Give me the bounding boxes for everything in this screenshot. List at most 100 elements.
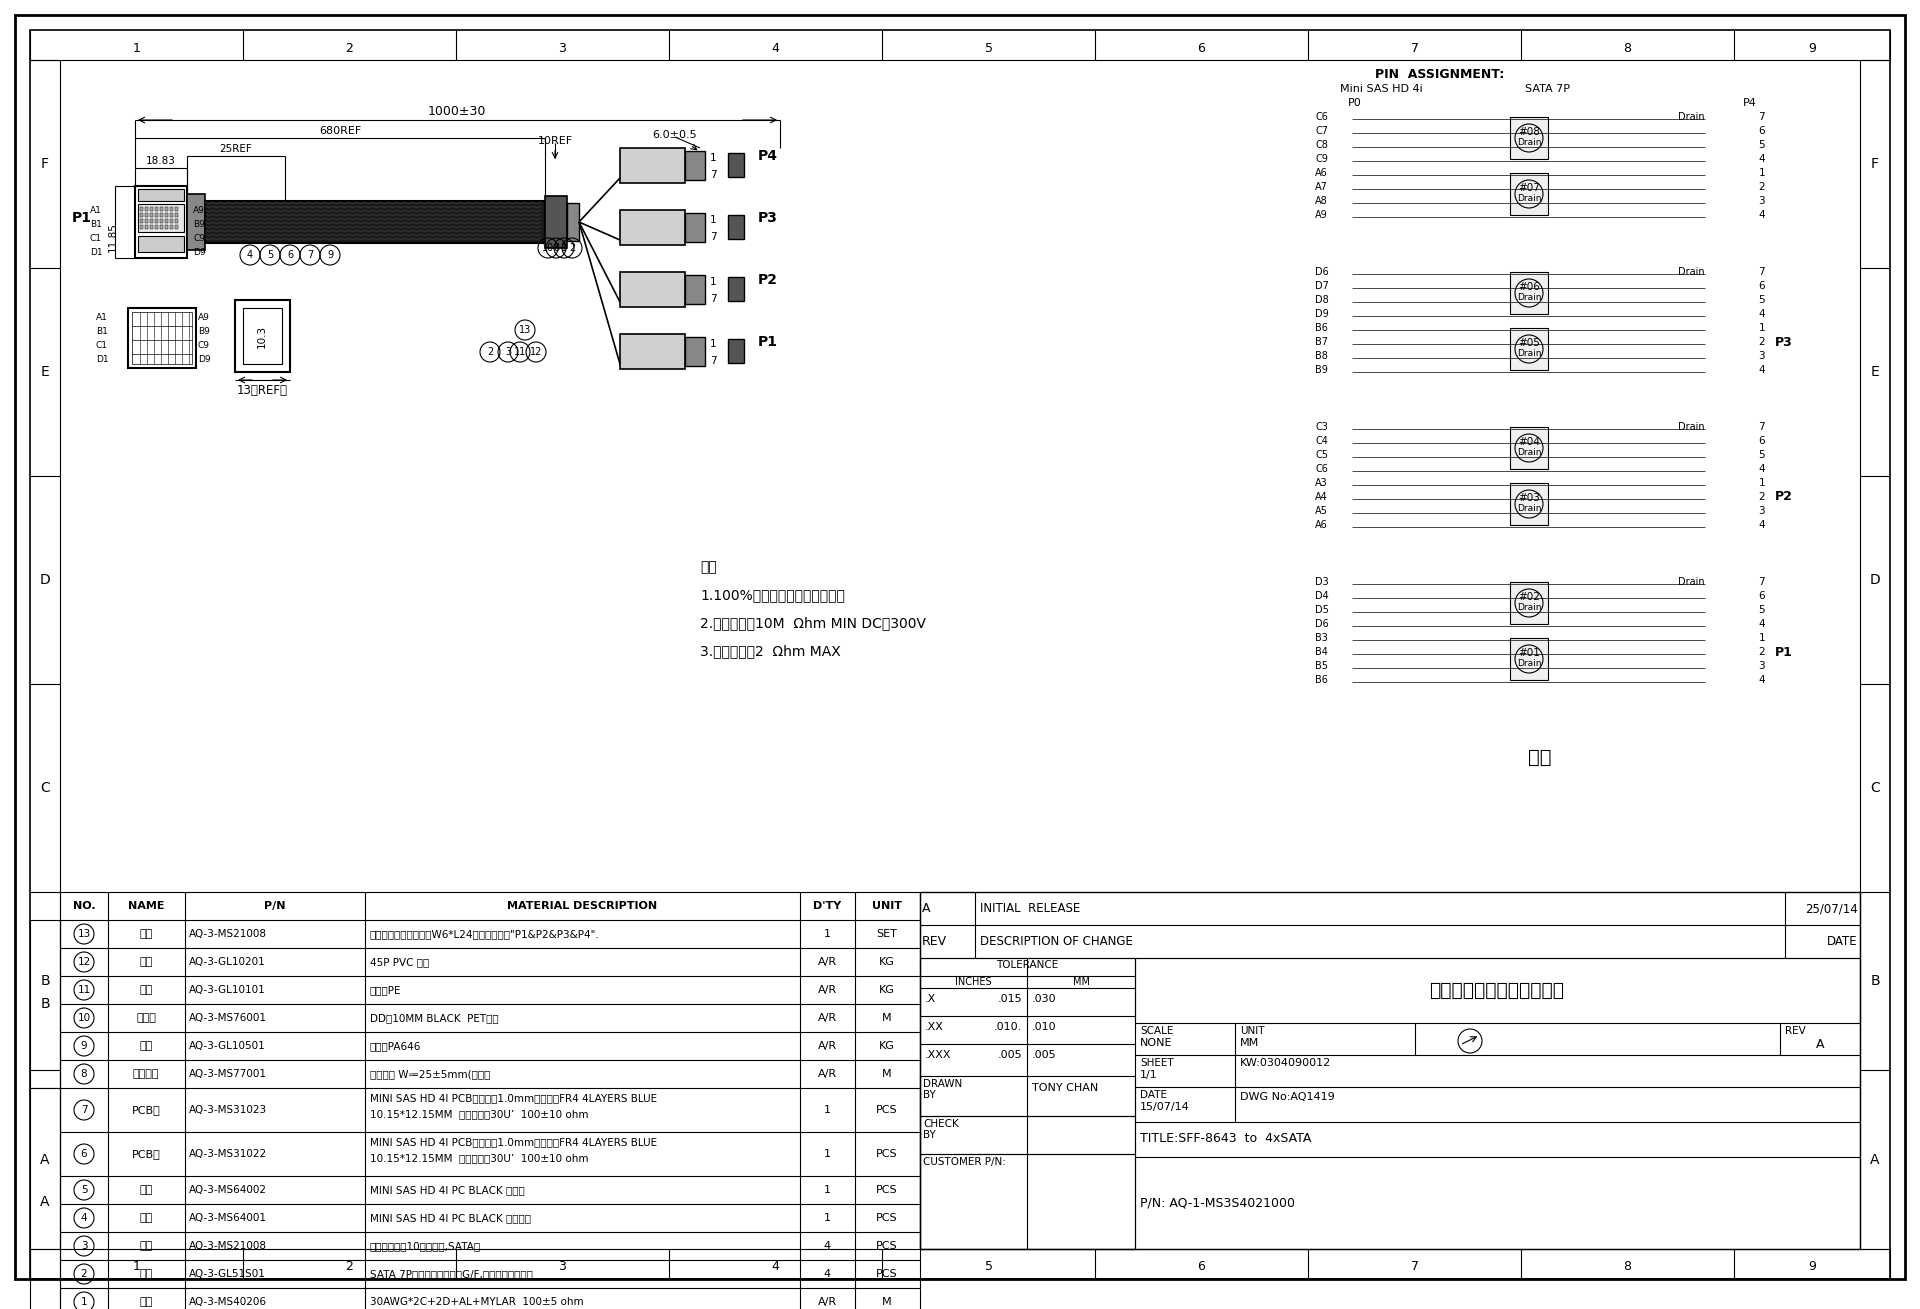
Bar [31,920,60,1088]
Text: 6: 6 [1198,1259,1206,1272]
Text: 7: 7 [1759,113,1764,122]
Text: UNIT: UNIT [872,901,902,911]
Text: 4: 4 [1759,209,1764,220]
Text: #06: #06 [1519,281,1540,292]
Text: 13〈REF〉: 13〈REF〉 [236,384,288,397]
Bar [175,207,179,211]
Text: 内模: 内模 [140,1041,152,1051]
Text: 10.15*12.15MM  金手指镶金30U’  100±10 ohm: 10.15*12.15MM 金手指镶金30U’ 100±10 ohm [371,1109,589,1119]
Text: D6: D6 [1315,267,1329,278]
Text: D1: D1 [96,356,109,364]
Text: AQ-3-MS31023: AQ-3-MS31023 [188,1105,267,1115]
Text: D1: D1 [90,247,102,257]
Text: 2: 2 [488,347,493,357]
Text: CUSTOMER P/N:: CUSTOMER P/N: [924,1157,1006,1168]
Bar [728,278,745,301]
Text: 1: 1 [710,153,716,164]
Text: 弹片: 弹片 [140,1241,152,1251]
Text: 3: 3 [505,347,511,357]
Text: 4: 4 [1759,675,1764,685]
Text: 5: 5 [985,1259,993,1272]
Text: C1: C1 [96,342,108,351]
Text: A/R: A/R [818,1013,837,1024]
Text: .X: .X [925,994,937,1004]
Text: MINI SAS HD 4I PC BLACK 本体外壳: MINI SAS HD 4I PC BLACK 本体外壳 [371,1213,532,1223]
Text: AQ-3-GL10101: AQ-3-GL10101 [188,984,265,995]
Bar [1135,958,1860,1024]
Text: 10REF: 10REF [538,136,572,147]
Text: 3: 3 [1759,661,1764,672]
Text: PCS: PCS [876,1268,899,1279]
Text: DD：10MM BLACK  PET材质: DD：10MM BLACK PET材质 [371,1013,499,1024]
Text: P3: P3 [1774,335,1793,348]
Text: KG: KG [879,957,895,967]
Text: M: M [881,1013,891,1024]
Text: 内模: 内模 [140,984,152,995]
Text: PCS: PCS [876,1241,899,1251]
Text: UNIT: UNIT [1240,1026,1265,1035]
Text: B1: B1 [96,327,108,336]
Text: 7: 7 [710,170,716,181]
Bar [140,225,142,229]
Text: 醒酸胶布: 醒酸胶布 [132,1069,159,1079]
Text: TITLE:SFF-8643  to  4xSATA: TITLE:SFF-8643 to 4xSATA [1140,1132,1311,1145]
Text: 1: 1 [710,339,716,350]
Text: SATA 7P: SATA 7P [1524,84,1571,94]
Text: AQ-3-MS40206: AQ-3-MS40206 [188,1297,267,1306]
Text: D9: D9 [1315,309,1329,319]
Text: #01: #01 [1519,648,1540,658]
Text: 1: 1 [824,1149,831,1158]
Text: TOLERANCE: TOLERANCE [996,959,1058,970]
Bar [146,207,148,211]
Text: M: M [881,1069,891,1079]
Text: BY: BY [924,1130,935,1140]
Text: MINI SAS HD 4I PC BLACK 后塞壳: MINI SAS HD 4I PC BLACK 后塞壳 [371,1185,524,1195]
Text: 外壳: 外壳 [140,1213,152,1223]
Text: C4: C4 [1315,436,1329,446]
Text: #04: #04 [1519,437,1540,446]
Bar [165,219,169,223]
Text: Drain: Drain [1517,194,1542,203]
Text: .010: .010 [1033,1022,1056,1031]
Bar [159,207,163,211]
Text: 8: 8 [1624,1259,1632,1272]
Text: D3: D3 [1315,577,1329,586]
Text: 4: 4 [248,250,253,260]
Text: 5: 5 [1759,450,1764,459]
Text: 12: 12 [530,347,541,357]
Text: E: E [1870,365,1880,380]
Text: P/N: P/N [265,901,286,911]
Text: PCB板: PCB板 [132,1149,161,1158]
Bar [171,213,173,217]
Text: 5: 5 [1759,140,1764,151]
Text: Drain: Drain [1517,293,1542,302]
Text: AQ-3-MS77001: AQ-3-MS77001 [188,1069,267,1079]
Bar [138,204,184,232]
Text: A1: A1 [96,313,108,322]
Text: D4: D4 [1315,590,1329,601]
Text: A/R: A/R [818,1041,837,1051]
Bar [728,215,745,240]
Bar [234,300,290,372]
Text: TONY CHAN: TONY CHAN [1033,1083,1098,1093]
Bar [1509,272,1548,314]
Text: SATA 7P母头，端子镶金：G/F,黑色胶芯，弹片式: SATA 7P母头，端子镶金：G/F,黑色胶芯，弹片式 [371,1268,534,1279]
Text: PIN  ASSIGNMENT:: PIN ASSIGNMENT: [1375,68,1505,81]
Bar [156,207,157,211]
Text: P/N: AQ-1-MS3S4021000: P/N: AQ-1-MS3S4021000 [1140,1196,1294,1210]
Text: B1: B1 [90,220,102,229]
Text: 3: 3 [1759,507,1764,516]
Text: KG: KG [879,984,895,995]
Text: 插头: 插头 [140,1268,152,1279]
Text: A4: A4 [1315,492,1329,501]
Bar [150,225,154,229]
Text: C: C [40,781,50,795]
Text: 3.导通阻抗：2  Ωhm MAX: 3.导通阻抗：2 Ωhm MAX [701,644,841,658]
Bar [134,186,186,258]
Text: 2.绵缘阻抗：10M  Ωhm MIN DC：300V: 2.绵缘阻抗：10M Ωhm MIN DC：300V [701,617,925,630]
Text: Drain: Drain [1517,448,1542,457]
Bar [171,225,173,229]
Text: 反接: 反接 [1528,747,1551,767]
Text: 4: 4 [1759,619,1764,630]
Bar [31,1088,60,1309]
